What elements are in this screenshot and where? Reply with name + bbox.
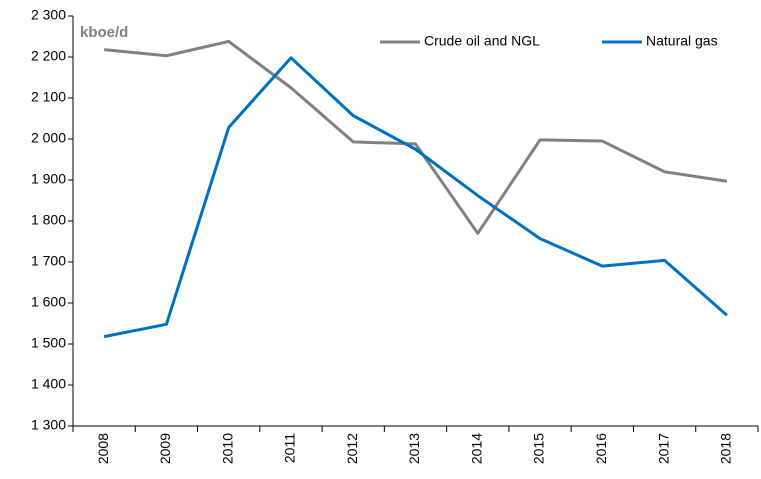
x-tick-label: 2008: [95, 433, 111, 464]
y-tick-label: 2 300: [31, 7, 66, 23]
x-tick-label: 2015: [531, 433, 547, 464]
y-tick-label: 1 300: [31, 417, 66, 433]
y-tick-label: 1 800: [31, 212, 66, 228]
y-tick-label: 1 600: [31, 294, 66, 310]
y-tick-label: 1 500: [31, 335, 66, 351]
x-tick-label: 2011: [282, 433, 298, 463]
x-tick-label: 2018: [718, 433, 734, 464]
x-tick-label: 2012: [344, 433, 360, 464]
y-tick-label: 1 700: [31, 253, 66, 269]
y-tick-label: 2 100: [31, 89, 66, 105]
x-tick-label: 2009: [157, 433, 173, 464]
y-tick-label: 2 200: [31, 48, 66, 64]
series-line: [103, 39, 728, 235]
y-tick-label: 1 400: [31, 376, 66, 392]
x-tick-label: 2014: [468, 433, 484, 464]
y-axis-unit: kboe/d: [80, 24, 128, 41]
series-line: [103, 56, 728, 339]
x-tick-label: 2017: [655, 433, 671, 464]
y-tick-label: 2 000: [31, 130, 66, 146]
x-tick-label: 2013: [406, 433, 422, 464]
x-tick-label: 2010: [219, 433, 235, 464]
legend-label: Natural gas: [646, 33, 718, 49]
x-tick-label: 2016: [593, 433, 609, 464]
y-tick-label: 1 900: [31, 171, 66, 187]
legend-label: Crude oil and NGL: [424, 33, 540, 49]
